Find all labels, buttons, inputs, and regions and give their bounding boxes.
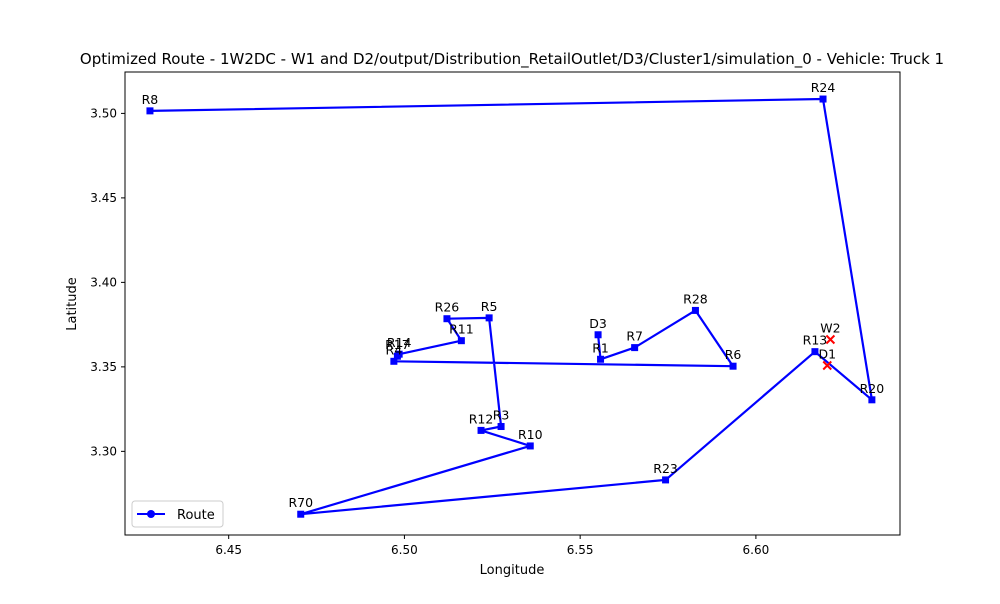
point-label: D1 <box>818 347 836 362</box>
depot-marker <box>825 334 836 345</box>
route-point <box>729 362 737 370</box>
plot-area <box>124 71 901 536</box>
y-axis-label: Latitude <box>65 277 80 331</box>
x-axis: 6.45 6.50 6.55 6.60 <box>215 535 769 557</box>
point-label: R11 <box>449 322 474 337</box>
y-tick-label: 3.35 <box>90 360 117 374</box>
point-label: R8 <box>142 92 159 107</box>
route-point <box>395 350 403 358</box>
chart-title: Optimized Route - 1W2DC - W1 and D2/outp… <box>80 50 944 69</box>
x-axis-label: Longitude <box>480 563 545 578</box>
y-tick-label: 3.45 <box>90 191 117 205</box>
point-label: R5 <box>481 299 498 314</box>
route-point <box>691 306 699 314</box>
point-label: R28 <box>683 291 708 306</box>
point-label: R10 <box>518 427 543 442</box>
route-point <box>819 95 827 103</box>
point-label: R20 <box>860 381 885 396</box>
route-point <box>443 315 451 323</box>
x-tick-label: 6.55 <box>567 543 594 557</box>
point-label: R12 <box>469 411 494 426</box>
point-label: R24 <box>811 80 836 95</box>
legend-marker <box>147 510 155 518</box>
route-point <box>597 355 605 363</box>
point-label: R4 <box>386 342 403 357</box>
route-point <box>868 396 876 404</box>
route-point <box>477 426 485 434</box>
y-axis: 3.30 3.35 3.40 3.45 3.50 <box>90 106 125 458</box>
route-point <box>662 476 670 484</box>
route-point <box>297 510 305 518</box>
point-label: R13 <box>803 333 828 348</box>
depot-marker <box>822 360 832 371</box>
route-point <box>146 107 154 115</box>
point-label: R3 <box>493 408 510 423</box>
y-tick-label: 3.40 <box>90 275 117 289</box>
x-tick-label: 6.50 <box>391 543 418 557</box>
point-label: R70 <box>288 495 313 510</box>
point-label: R26 <box>435 300 460 315</box>
route-series <box>146 95 876 518</box>
route-line <box>149 97 874 516</box>
y-tick-label: 3.30 <box>90 444 117 458</box>
point-label: R6 <box>725 347 742 362</box>
legend: Route <box>131 500 224 528</box>
route-point <box>631 344 639 352</box>
route-point <box>811 348 819 356</box>
point-label: D3 <box>589 316 607 331</box>
point-label: R14 <box>387 335 412 350</box>
y-tick-label: 3.50 <box>90 106 117 120</box>
x-tick-label: 6.60 <box>743 543 770 557</box>
route-point <box>594 331 602 339</box>
point-label: R17 <box>385 337 410 352</box>
route-point <box>526 442 534 450</box>
legend-box <box>131 500 224 528</box>
point-label: W2 <box>820 320 840 335</box>
legend-label: Route <box>177 508 215 523</box>
depot-series <box>822 334 836 371</box>
route-point <box>390 357 398 365</box>
point-label: R23 <box>653 461 678 476</box>
x-tick-label: 6.45 <box>215 543 242 557</box>
point-label: R7 <box>626 329 643 344</box>
point-label: R1 <box>592 340 609 355</box>
route-point <box>497 423 505 431</box>
route-point <box>457 337 465 345</box>
route-point <box>485 314 493 322</box>
